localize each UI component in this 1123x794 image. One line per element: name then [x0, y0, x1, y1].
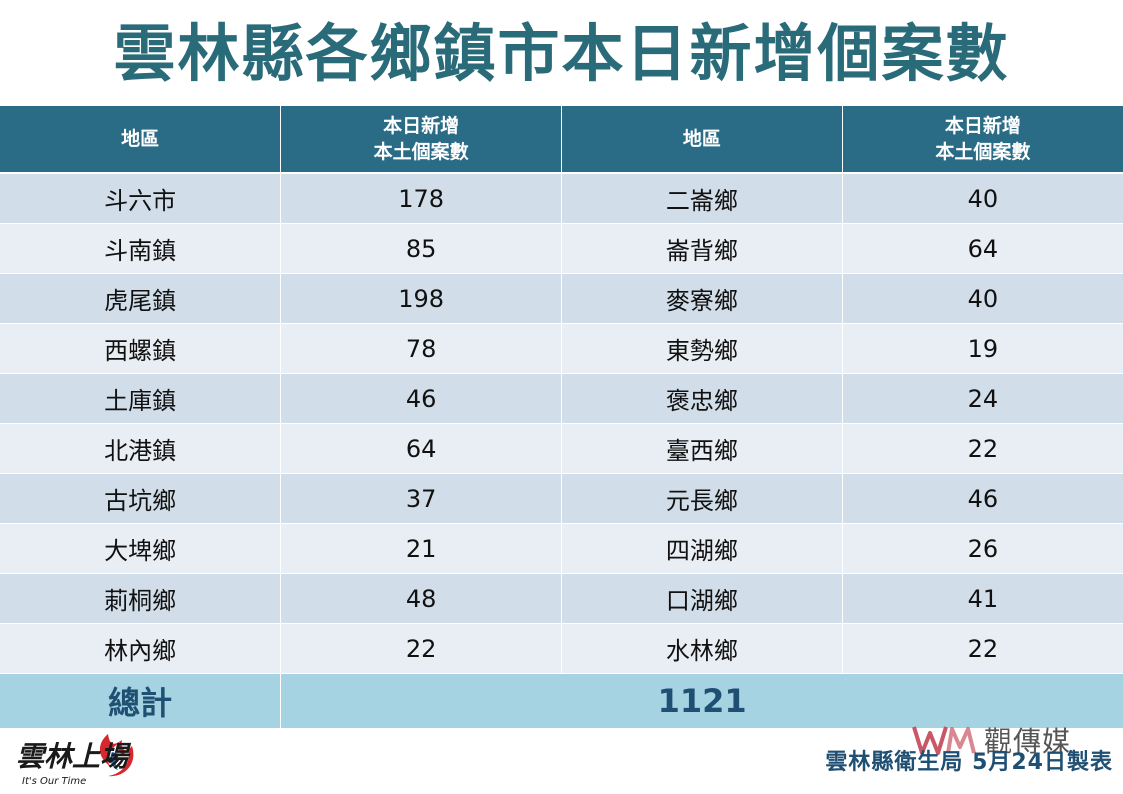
region-cell: 四湖鄉 — [561, 523, 843, 574]
table-row: 古坑鄉 37 元長鄉 46 — [0, 473, 1123, 524]
table-row: 林內鄉 22 水林鄉 22 — [0, 623, 1123, 674]
cases-cell: 24 — [841, 373, 1123, 424]
cases-table: 地區 本日新增 本土個案數 地區 本日新增 本土個案數 斗六市 178 二崙鄉 … — [0, 106, 1123, 728]
region-cell: 土庫鎮 — [0, 373, 281, 424]
header-cases-line1: 本日新增 — [383, 115, 460, 137]
region-cell: 北港鎮 — [0, 423, 281, 474]
region-cell: 東勢鄉 — [561, 323, 843, 374]
wm-logo-icon — [912, 726, 976, 755]
region-cell: 西螺鎮 — [0, 323, 281, 374]
table-row: 虎尾鎮 198 麥寮鄉 40 — [0, 273, 1123, 324]
cases-cell: 21 — [280, 523, 562, 574]
table-row: 北港鎮 64 臺西鄉 22 — [0, 423, 1123, 474]
cases-cell: 40 — [841, 172, 1123, 224]
table-row: 土庫鎮 46 褒忠鄉 24 — [0, 373, 1123, 424]
cases-cell: 85 — [280, 223, 562, 274]
cases-cell: 22 — [841, 423, 1123, 474]
svg-text:雲林上場: 雲林上場 — [16, 740, 132, 773]
total-row: 總計 1121 — [0, 673, 1123, 728]
cases-cell: 19 — [841, 323, 1123, 374]
region-cell: 麥寮鄉 — [561, 273, 843, 324]
region-cell: 口湖鄉 — [561, 573, 843, 624]
cases-cell: 48 — [280, 573, 562, 624]
header-region-right: 地區 — [561, 106, 843, 174]
page-title: 雲林縣各鄉鎮市本日新增個案數 — [113, 17, 1010, 90]
header-cases-left: 本日新增 本土個案數 — [280, 106, 562, 174]
footer-credit: 雲林縣衛生局 5月24日製表 — [825, 750, 1113, 775]
region-cell: 崙背鄉 — [561, 223, 843, 274]
cases-cell: 64 — [280, 423, 562, 474]
region-cell: 二崙鄉 — [561, 172, 843, 224]
cases-cell: 64 — [841, 223, 1123, 274]
region-cell: 元長鄉 — [561, 473, 843, 524]
cases-cell: 40 — [841, 273, 1123, 324]
table-row: 西螺鎮 78 東勢鄉 19 — [0, 323, 1123, 374]
region-cell: 虎尾鎮 — [0, 273, 281, 324]
region-cell: 水林鄉 — [561, 623, 843, 674]
region-cell: 大埤鄉 — [0, 523, 281, 574]
cases-cell: 198 — [280, 273, 562, 324]
cases-cell: 22 — [280, 623, 562, 674]
region-cell: 古坑鄉 — [0, 473, 281, 524]
header-cases-line2: 本土個案數 — [373, 141, 469, 163]
header-cases-line1: 本日新增 — [944, 115, 1021, 137]
watermark-text: 觀傳媒 — [984, 725, 1072, 758]
cases-cell: 178 — [280, 172, 562, 224]
table-row: 斗六市 178 二崙鄉 40 — [0, 172, 1123, 224]
total-value: 1121 — [280, 673, 1123, 728]
region-cell: 臺西鄉 — [561, 423, 843, 474]
table-row: 斗南鎮 85 崙背鄉 64 — [0, 223, 1123, 274]
cases-cell: 37 — [280, 473, 562, 524]
cases-cell: 78 — [280, 323, 562, 374]
header-cases-right: 本日新增 本土個案數 — [841, 106, 1123, 174]
region-cell: 褒忠鄉 — [561, 373, 843, 424]
watermark: 觀傳媒 — [912, 720, 1071, 760]
cases-cell: 22 — [841, 623, 1123, 674]
header-region-left: 地區 — [0, 106, 281, 174]
header-cases-line2: 本土個案數 — [935, 141, 1031, 163]
cases-cell: 41 — [841, 573, 1123, 624]
region-cell: 斗六市 — [0, 172, 281, 224]
table-row: 莿桐鄉 48 口湖鄉 41 — [0, 573, 1123, 624]
yunlin-brand-logo: 雲林上場 It's Our Time — [16, 734, 134, 787]
region-cell: 斗南鎮 — [0, 223, 281, 274]
svg-text:It's Our Time: It's Our Time — [22, 776, 86, 787]
table-header-row: 地區 本日新增 本土個案數 地區 本日新增 本土個案數 — [0, 106, 1123, 174]
cases-cell: 46 — [280, 373, 562, 424]
total-label: 總計 — [0, 673, 281, 728]
table-row: 大埤鄉 21 四湖鄉 26 — [0, 523, 1123, 574]
region-cell: 林內鄉 — [0, 623, 281, 674]
cases-cell: 26 — [841, 523, 1123, 574]
region-cell: 莿桐鄉 — [0, 573, 281, 624]
cases-cell: 46 — [841, 473, 1123, 524]
